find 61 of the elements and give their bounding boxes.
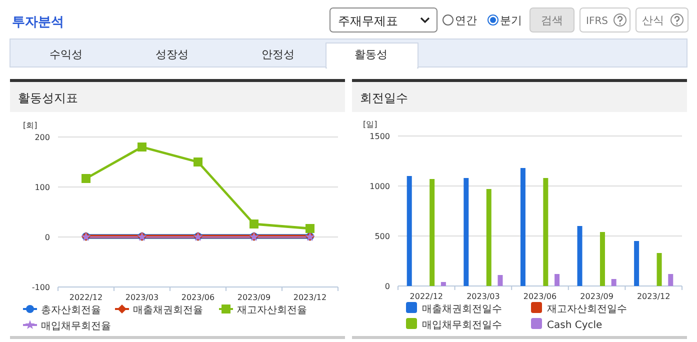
bar — [577, 226, 582, 286]
text: 검색 — [541, 14, 563, 27]
text: IFRS — [586, 16, 608, 27]
bar — [611, 279, 616, 286]
x-tick-label: 2023/12 — [636, 292, 670, 301]
text: 산식 — [642, 14, 664, 27]
text: 연간 — [455, 14, 477, 27]
x-tick-label: 2023/12 — [293, 293, 327, 302]
chart-title: 회전일수 — [360, 91, 408, 105]
bar — [520, 168, 526, 286]
y-axis-title: [일] — [363, 120, 378, 129]
y-tick-label: 0 — [384, 282, 390, 291]
text: 성장성 — [156, 48, 188, 61]
bar — [543, 178, 548, 286]
legend-label: 매출채권회전일수 — [422, 304, 502, 315]
x-tick-label: 2023/06 — [181, 293, 215, 302]
bar — [634, 241, 640, 286]
bar — [464, 178, 469, 286]
text: 주재무제표 — [338, 14, 398, 28]
x-tick-label: 2023/09 — [237, 293, 271, 302]
bar — [600, 232, 605, 286]
bar — [554, 274, 560, 286]
legend-label: 매출채권회전율 — [133, 305, 203, 316]
legend-label: Cash Cycle — [547, 320, 602, 331]
text: 안정성 — [262, 48, 294, 61]
point — [138, 142, 146, 152]
x-tick-label: 2023/03 — [125, 293, 159, 302]
chart-title: 활동성지표 — [18, 91, 78, 105]
text: 활동성 — [354, 48, 388, 61]
x-tick-label: 2023/09 — [580, 292, 614, 301]
point — [306, 224, 314, 233]
y-tick-label: 1000 — [370, 182, 390, 191]
y-axis-title: [회] — [23, 121, 38, 130]
legend-label: 재고자산회전율 — [237, 305, 307, 316]
x-tick-label: 2022/12 — [69, 293, 103, 302]
text: 분기 — [500, 14, 522, 27]
y-tick-label: 0 — [44, 233, 50, 242]
point — [194, 158, 202, 166]
point — [250, 220, 258, 228]
x-tick-label: 2022/12 — [410, 292, 444, 301]
bar — [656, 253, 662, 286]
y-tick-label: 500 — [374, 232, 390, 241]
bar — [498, 275, 503, 286]
legend-label: 매입채무회전율 — [41, 321, 111, 332]
text: 투자분석 — [12, 15, 64, 30]
legend-label: 재고자산회전일수 — [547, 304, 627, 315]
point — [82, 174, 90, 183]
bar — [430, 179, 435, 286]
x-tick-label: 2023/06 — [523, 292, 557, 301]
legend-label: 총자산회전율 — [41, 305, 101, 316]
y-tick-label: 200 — [34, 133, 50, 142]
y-tick-label: 100 — [34, 183, 50, 192]
y-tick-label: 1500 — [370, 132, 390, 141]
bar — [440, 282, 446, 286]
text: 수익성 — [50, 48, 82, 61]
legend-label: 매입채무회전일수 — [422, 320, 502, 331]
bar — [406, 176, 412, 286]
y-tick-label: -100 — [32, 283, 50, 292]
bar — [486, 189, 492, 286]
bar — [668, 274, 674, 286]
x-tick-label: 2023/03 — [466, 292, 500, 301]
